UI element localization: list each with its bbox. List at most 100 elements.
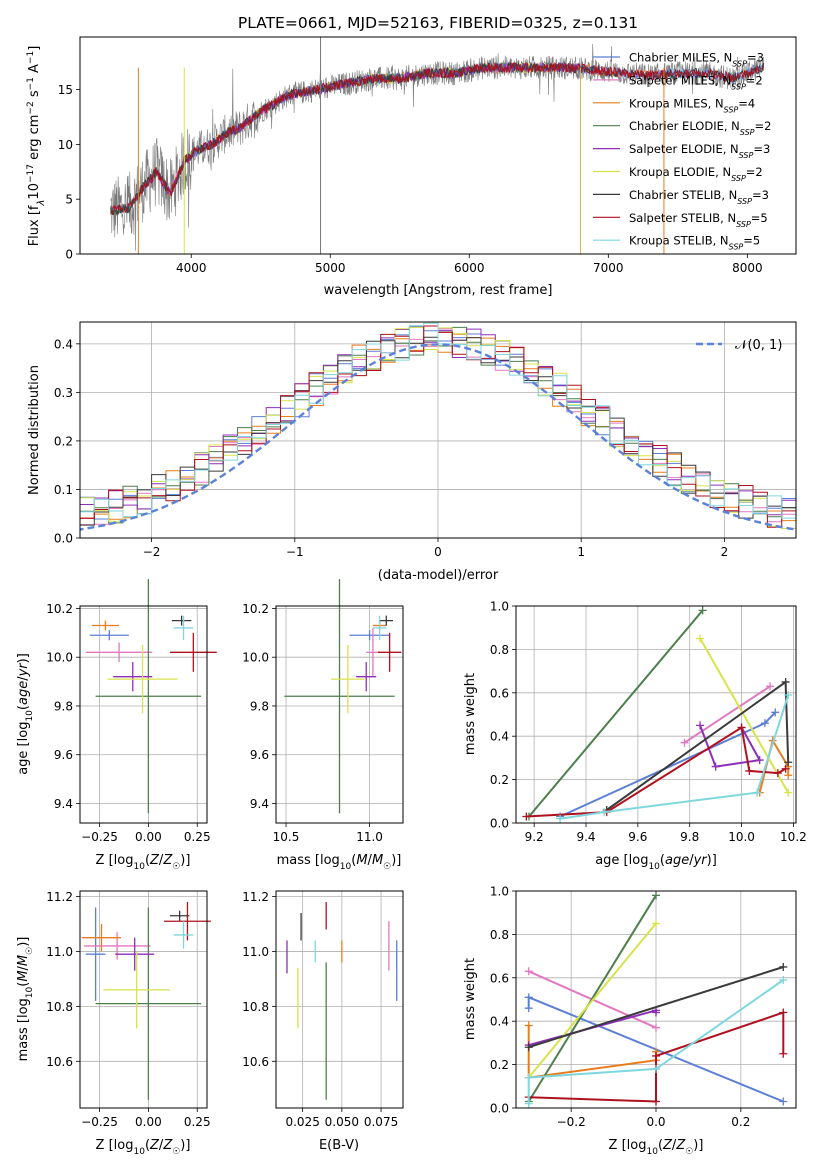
- spectrum-lines: [110, 37, 765, 254]
- xtick-label: 6000: [454, 261, 485, 275]
- series-kroupa-stelib: [559, 694, 790, 820]
- ytick-label: 10.0: [242, 651, 269, 665]
- xtick-label: 7000: [593, 261, 624, 275]
- point-marker-salpeter-stelib: [522, 812, 531, 821]
- legend-label-chabrier-miles: Chabrier MILES, NSSP=3: [629, 51, 764, 69]
- errorbar-salpeter-elodie: [356, 662, 377, 692]
- xtick-label: 8000: [732, 261, 763, 275]
- xtick-label: −0.2: [557, 1115, 586, 1129]
- xtick-label: 0.075: [364, 1115, 398, 1129]
- ytick-label: 10.2: [46, 602, 73, 616]
- age-ylabel: age [log10(age/yr)]: [16, 653, 35, 775]
- ytick-label: 9.6: [54, 748, 73, 762]
- errorbar-kroupa-stelib: [173, 921, 194, 949]
- point-marker-chabrier-miles: [779, 1097, 788, 1106]
- errorbar-kroupa-stelib: [372, 615, 387, 641]
- ytick-label: 1.0: [490, 600, 509, 614]
- point-marker-kroupa-elodie: [696, 634, 705, 643]
- point-marker-chabrier-miles: [760, 719, 769, 728]
- ytick-label: 10.8: [242, 1000, 269, 1014]
- point-marker-salpeter-elodie: [696, 721, 705, 730]
- xtick-label: 4000: [176, 261, 207, 275]
- errorbar-kroupa-miles: [81, 923, 122, 952]
- point-marker-kroupa-stelib: [652, 1064, 660, 1073]
- ytick-label: 0.6: [490, 971, 509, 985]
- histogram-lines: [80, 322, 796, 534]
- xtick-label: 0.050: [325, 1115, 359, 1129]
- mass-weight-vs-Z-panel: −0.2 0.0 0.2 0.0 0.2 0.4 0.6 0.8 1.0 Z [log10(Z/…: [463, 885, 797, 1157]
- legend-label-salpeter-miles: Salpeter MILES, NSSP=2: [629, 73, 763, 91]
- xtick-label: 0.25: [184, 830, 211, 844]
- mass-weight-vs-age-panel: 9.2 9.4 9.6 9.8 10.0 10.2 0.0 0.2 0.4 0.6 0.8 1.0 a…: [463, 600, 807, 873]
- mw-Z-xlabel: Z [log10(Z/Z☉)]: [609, 1138, 704, 1157]
- errorbar-kroupa-stelib: [173, 615, 194, 641]
- errorbar-chabrier-miles: [89, 630, 129, 641]
- point-marker-kroupa-stelib: [600, 808, 609, 817]
- ytick-label: 11.0: [46, 945, 73, 959]
- mass-vs-Z-panel: −0.25 0.00 0.25 10.6 10.8 11.0 11.2 Z [log10(Z…: [16, 890, 211, 1157]
- point-marker-chabrier-elodie: [652, 891, 660, 900]
- errorbar-kroupa-elodie: [107, 645, 178, 714]
- ytick-label: 9.4: [54, 797, 73, 811]
- xtick-label: −0.25: [81, 830, 118, 844]
- ytick-label: 10.8: [46, 1000, 73, 1014]
- legend-label-salpeter-elodie: Salpeter ELODIE, NSSP=3: [629, 142, 770, 160]
- errorbar-chabrier-stelib: [169, 910, 190, 921]
- xtick-label: −2: [143, 545, 161, 559]
- ytick-label: 0.2: [490, 1058, 509, 1072]
- spectrum-panel: 4000 5000 6000 7000 8000 0 5 10 15 Chabrier MILE…: [26, 36, 797, 298]
- series-chabrier-elodie: [528, 609, 704, 818]
- xtick-label: 0: [434, 545, 442, 559]
- ytick-label: 9.4: [250, 797, 269, 811]
- model-spectrum-chabrier-stelib: [110, 61, 765, 215]
- xtick-label: 0.25: [184, 1115, 211, 1129]
- ytick-label: 10.2: [242, 602, 269, 616]
- ytick-label: 0.3: [54, 386, 73, 400]
- mw-age-ylabel: mass weight: [463, 673, 478, 755]
- point-marker-kroupa-miles: [784, 771, 793, 780]
- point-marker-salpeter-stelib: [745, 766, 754, 775]
- point-marker-salpeter-miles: [652, 1023, 660, 1032]
- ytick-label: 0.4: [54, 337, 73, 351]
- xtick-label: 11.0: [356, 830, 383, 844]
- ytick-label: 10.0: [46, 651, 73, 665]
- point-marker-kroupa-stelib: [784, 690, 793, 699]
- xtick-label: 0.0: [646, 1115, 665, 1129]
- ytick-label: 11.2: [242, 890, 269, 904]
- point-marker-kroupa-elodie: [652, 919, 660, 928]
- xtick-label: 0.025: [285, 1115, 319, 1129]
- spectrum-ylabel: Flux [fλ10−17 erg cm−2 s−1 A−1]: [26, 46, 47, 247]
- errorbar-chabrier-elodie: [284, 579, 395, 814]
- series-kroupa-elodie: [527, 922, 657, 1079]
- ytick-label: 0.4: [490, 1015, 509, 1029]
- residuals-xlabel: (data-model)/error: [378, 568, 499, 583]
- model-spectrum-salpeter-stelib: [110, 62, 765, 216]
- mw-Z-ylabel: mass weight: [463, 958, 478, 1040]
- xtick-label: 9.4: [576, 830, 595, 844]
- ytick-label: 0.8: [490, 643, 509, 657]
- age-vs-Z-panel: −0.25 0.00 0.25 9.4 9.6 9.8 10.0 10.2 Z [log10(…: [16, 579, 217, 872]
- residuals-panel: −2 −1 0 1 2 0.0 0.1 0.2 0.3 0.4 𝒩(0, 1) (data-mod…: [27, 321, 797, 583]
- ytick-label: 0.1: [54, 483, 73, 497]
- ytick-label: 0.0: [490, 1102, 509, 1116]
- point-marker-salpeter-stelib: [781, 764, 790, 773]
- xtick-label: 9.8: [680, 830, 699, 844]
- age-Z-xlabel: Z [log10(Z/Z☉)]: [96, 853, 191, 872]
- point-marker-salpeter-stelib: [779, 1049, 788, 1058]
- point-marker-kroupa-stelib: [779, 975, 788, 984]
- errorbar-chabrier-stelib: [379, 615, 393, 626]
- legend-label-salpeter-stelib: Salpeter STELIB, NSSP=5: [629, 211, 768, 229]
- point-marker-chabrier-miles: [524, 1004, 533, 1013]
- series-chabrier-elodie: [527, 894, 657, 1103]
- errorbar-salpeter-stelib: [169, 632, 217, 672]
- observed-spectrum: [110, 43, 764, 251]
- errorbar-chabrier-miles: [349, 630, 390, 641]
- mw-age-xlabel: age [log10(age/yr)]: [595, 853, 717, 872]
- ytick-label: 0.8: [490, 928, 509, 942]
- point-marker-salpeter-stelib: [779, 1008, 788, 1017]
- ytick-label: 1.0: [490, 885, 509, 899]
- residuals-legend: 𝒩(0, 1): [696, 338, 782, 353]
- point-marker-chabrier-stelib: [781, 677, 790, 686]
- ytick-label: 15: [58, 83, 73, 97]
- ytick-label: 10: [58, 138, 73, 152]
